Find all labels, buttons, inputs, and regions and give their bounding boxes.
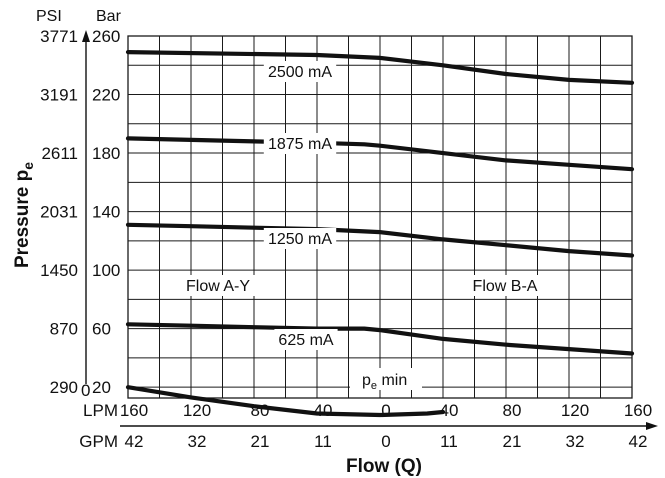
gpm-unit-label: GPM: [79, 432, 118, 451]
series-line: [125, 49, 635, 85]
y-tick-label-psi: 2031: [40, 203, 78, 222]
x-tick-label-gpm: 11: [314, 432, 332, 451]
y-axis-arrowhead: [82, 30, 90, 42]
series-label-background: [263, 133, 337, 154]
y-tick-label-psi: 870: [50, 320, 78, 339]
series-label: 1875 mA: [268, 136, 332, 153]
x-tick-label-gpm: 11: [440, 432, 458, 451]
x-tick-label-gpm: 21: [251, 432, 270, 451]
series-line: [125, 385, 446, 418]
y-tick-label-psi: 3771: [40, 27, 78, 46]
series-label-background: [263, 61, 337, 82]
region-label-background: [178, 275, 258, 296]
series-line: [125, 136, 635, 172]
y-tick-label-bar: 220: [92, 86, 120, 105]
y-tick-label-psi: 290: [50, 378, 78, 397]
x-tick-label-lpm: 120: [561, 401, 589, 420]
x-tick-label-gpm: 42: [629, 432, 648, 451]
lpm-unit-label: LPM: [83, 401, 118, 420]
series-label: 2500 mA: [268, 64, 332, 81]
y-tick-label-psi: 1450: [40, 261, 78, 280]
series-line: [125, 322, 635, 356]
series-label: 1250 mA: [268, 231, 332, 248]
y-tick-label-bar: 140: [92, 203, 120, 222]
x-tick-label-lpm: 80: [503, 401, 522, 420]
x-tick-label-lpm: 120: [183, 401, 211, 420]
x-tick-label-lpm: 0: [381, 401, 390, 420]
y-zero-label: 0: [81, 381, 90, 400]
y-tick-label-psi: 3191: [40, 86, 78, 105]
series-label-background: [350, 368, 422, 390]
series-label: pe min: [362, 372, 407, 392]
x-axis-title: Flow (Q): [346, 456, 422, 477]
y-tick-label-bar: 60: [92, 320, 111, 339]
y-tick-label-bar: 260: [92, 27, 120, 46]
series-label: 625 mA: [278, 332, 333, 349]
x-tick-label-gpm: 0: [381, 432, 390, 451]
x-tick-label-gpm: 21: [503, 432, 522, 451]
series-label-background: [263, 228, 337, 249]
axes: 20 60 100 140 180 220 260 290 870 1450 2031 2611 319…: [12, 8, 658, 477]
x-tick-label-lpm: 160: [624, 401, 652, 420]
series-label-background: [274, 329, 338, 350]
x-axis-arrowhead: [646, 422, 658, 430]
grid: [127, 35, 633, 399]
y-tick-label-bar: 180: [92, 144, 120, 163]
x-tick-label-lpm: 40: [314, 401, 333, 420]
x-tick-label-gpm: 32: [188, 432, 207, 451]
x-tick-label-lpm: 160: [120, 401, 148, 420]
y-tick-label-bar: 100: [92, 261, 120, 280]
curve-labels: 2500 mA 1875 mA 1250 mA 625 mA pe min Flow A-…: [178, 61, 545, 392]
bar-unit-label: Bar: [96, 8, 122, 25]
x-tick-label-lpm: 80: [251, 401, 270, 420]
series-line: [125, 222, 635, 258]
y-tick-label-bar: 20: [92, 378, 111, 397]
region-label: Flow A-Y: [186, 278, 250, 295]
region-label-background: [465, 275, 545, 296]
region-label: Flow B-A: [473, 278, 538, 295]
curves: [125, 49, 635, 418]
x-tick-label-gpm: 32: [566, 432, 585, 451]
plot-frame: [127, 35, 633, 399]
y-tick-label-psi: 2611: [41, 144, 78, 163]
y-axis-title: Pressure pe: [12, 162, 36, 268]
psi-unit-label: PSI: [36, 8, 62, 25]
x-tick-label-lpm: 40: [440, 401, 459, 420]
x-tick-label-gpm: 42: [125, 432, 144, 451]
